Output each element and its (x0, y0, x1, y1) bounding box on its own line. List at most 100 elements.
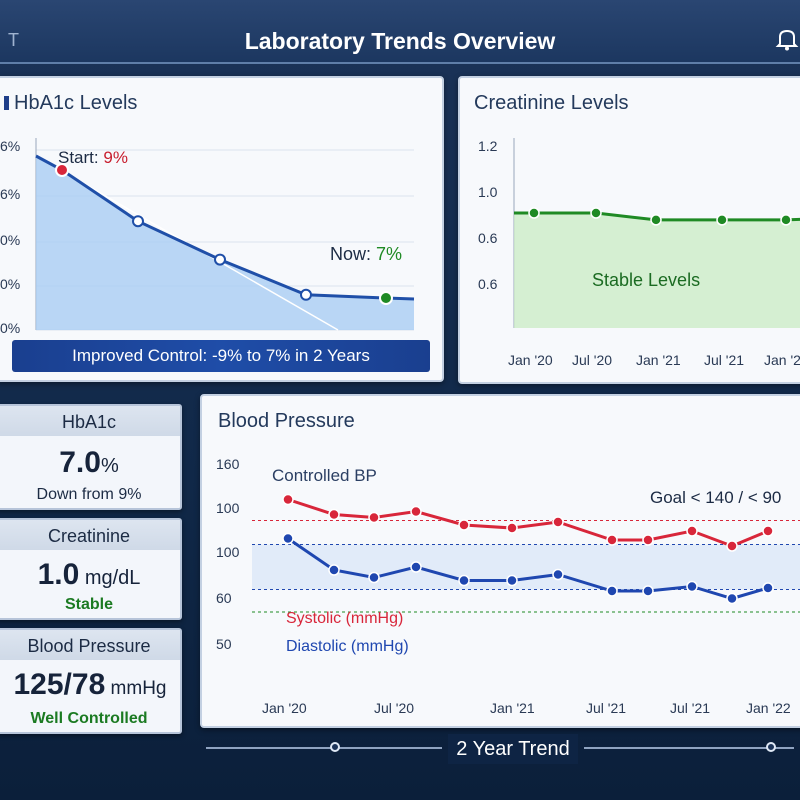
controlled-band (252, 544, 800, 590)
controlled-label: Controlled BP (272, 466, 377, 485)
now-label: Now: (330, 244, 372, 264)
trend-label: 2 Year Trend (448, 734, 578, 764)
diastolic-point (762, 582, 774, 594)
x-tick: Jul '20 (374, 700, 415, 716)
data-point (214, 253, 226, 266)
systolic-point (642, 534, 654, 546)
y-tick: 6% (0, 138, 21, 154)
data-point (55, 163, 69, 177)
diastolic-point (552, 568, 564, 581)
data-point (528, 207, 540, 219)
creatinine-card[interactable]: Creatinine 1.0 mg/dL Stable (0, 518, 182, 620)
slider-knob-right[interactable] (766, 742, 776, 752)
hba1c-note: Down from 9% (36, 486, 142, 503)
diastolic-legend: Diastolic (mmHg) (286, 638, 409, 655)
y-tick: 100 (216, 544, 240, 560)
data-point (780, 214, 792, 226)
slider-track-right[interactable] (584, 747, 794, 749)
diastolic-point (328, 564, 340, 576)
creatinine-unit: mg/dL (79, 567, 141, 589)
now-annotation: Now: 7% (330, 244, 402, 265)
y-tick: 0.6 (478, 276, 498, 292)
area-fill (36, 156, 414, 330)
bell-icon[interactable] (774, 26, 800, 52)
hba1c-value: 7.0 (59, 446, 101, 479)
systolic-point (506, 522, 518, 534)
bp-chart (252, 493, 800, 613)
x-tick: Jul '21 (586, 700, 627, 716)
card-value: 7.0% (0, 446, 180, 480)
hba1c-title: HbA1c Levels (14, 92, 138, 114)
data-point (716, 214, 728, 226)
systolic-line (287, 498, 769, 548)
x-tick: Jan '22 (746, 700, 791, 716)
card-value: 1.0 mg/dL (0, 558, 180, 592)
diastolic-point (368, 571, 380, 584)
x-tick: Jan '2 (764, 352, 800, 368)
systolic-point (282, 493, 294, 506)
start-annotation: Start: 9% (58, 148, 128, 168)
x-tick: Jul '21 (704, 352, 745, 368)
diastolic-point (606, 585, 618, 597)
data-point (132, 215, 144, 228)
x-tick: Jan '21 (636, 352, 681, 368)
data-point (590, 207, 602, 219)
page-title: Laboratory Trends Overview (244, 28, 556, 54)
x-tick: Jul '20 (572, 352, 613, 368)
diastolic-point (506, 574, 518, 587)
systolic-point (552, 516, 564, 528)
panel-accent (4, 96, 9, 110)
creatinine-value: 1.0 (37, 558, 80, 591)
diastolic-point (726, 592, 738, 605)
systolic-point (328, 508, 340, 521)
y-tick: 100 (216, 500, 240, 516)
x-tick: Jan '20 (508, 352, 553, 368)
slider-knob-left[interactable] (330, 742, 340, 752)
bp-panel: Blood Pressure 160 100 100 60 50 Control… (200, 394, 800, 728)
creatinine-title: Creatinine Levels (474, 92, 629, 114)
y-tick: 0% (0, 232, 21, 248)
card-header: Blood Pressure (0, 630, 180, 660)
menu-glyph[interactable]: T (8, 30, 19, 50)
area-fill (514, 213, 800, 328)
diastolic-point (410, 561, 422, 573)
y-tick: 1.0 (478, 184, 498, 200)
data-point (300, 288, 312, 301)
systolic-point (762, 525, 774, 537)
creatinine-chart (513, 138, 800, 328)
y-tick: 6% (0, 186, 21, 202)
data-point (379, 291, 393, 305)
start-label: Start: (58, 148, 99, 167)
card-header: Creatinine (0, 520, 180, 550)
diastolic-point (282, 532, 294, 545)
bp-note: Well Controlled (30, 710, 148, 727)
timeline-slider[interactable]: 2 Year Trend (200, 730, 800, 768)
systolic-point (606, 534, 618, 546)
slider-track-left[interactable] (206, 747, 442, 749)
title-bar: T Laboratory Trends Overview (0, 0, 800, 64)
data-point (650, 214, 662, 226)
now-value: 7% (376, 244, 403, 264)
y-tick: 50 (216, 636, 232, 652)
goal-label: Goal < 140 / < 90 (650, 488, 782, 507)
systolic-point (458, 519, 470, 531)
improvement-banner: Improved Control: -9% to 7% in 2 Years (12, 340, 430, 372)
systolic-legend: Systolic (mmHg) (286, 610, 404, 627)
y-tick: 0% (0, 320, 21, 336)
hba1c-unit: % (100, 455, 119, 477)
hba1c-panel: HbA1c Levels 6% 6% 0% 0% 0% Start: 9% No… (0, 76, 444, 382)
diastolic-line (287, 537, 769, 601)
systolic-point (368, 511, 380, 524)
diastolic-point (458, 574, 470, 587)
bp-title: Blood Pressure (218, 410, 355, 432)
hba1c-card[interactable]: HbA1c 7.0% Down from 9% (0, 404, 182, 510)
bp-card[interactable]: Blood Pressure 125/78 mmHg Well Controll… (0, 628, 182, 734)
y-tick: 160 (216, 456, 240, 472)
x-tick: Jul '21 (670, 700, 711, 716)
y-tick: 60 (216, 590, 232, 606)
y-tick: 0.6 (478, 230, 498, 246)
diastolic-point (686, 580, 698, 593)
y-tick: 1.2 (478, 138, 498, 154)
creatinine-note: Stable (64, 596, 113, 613)
